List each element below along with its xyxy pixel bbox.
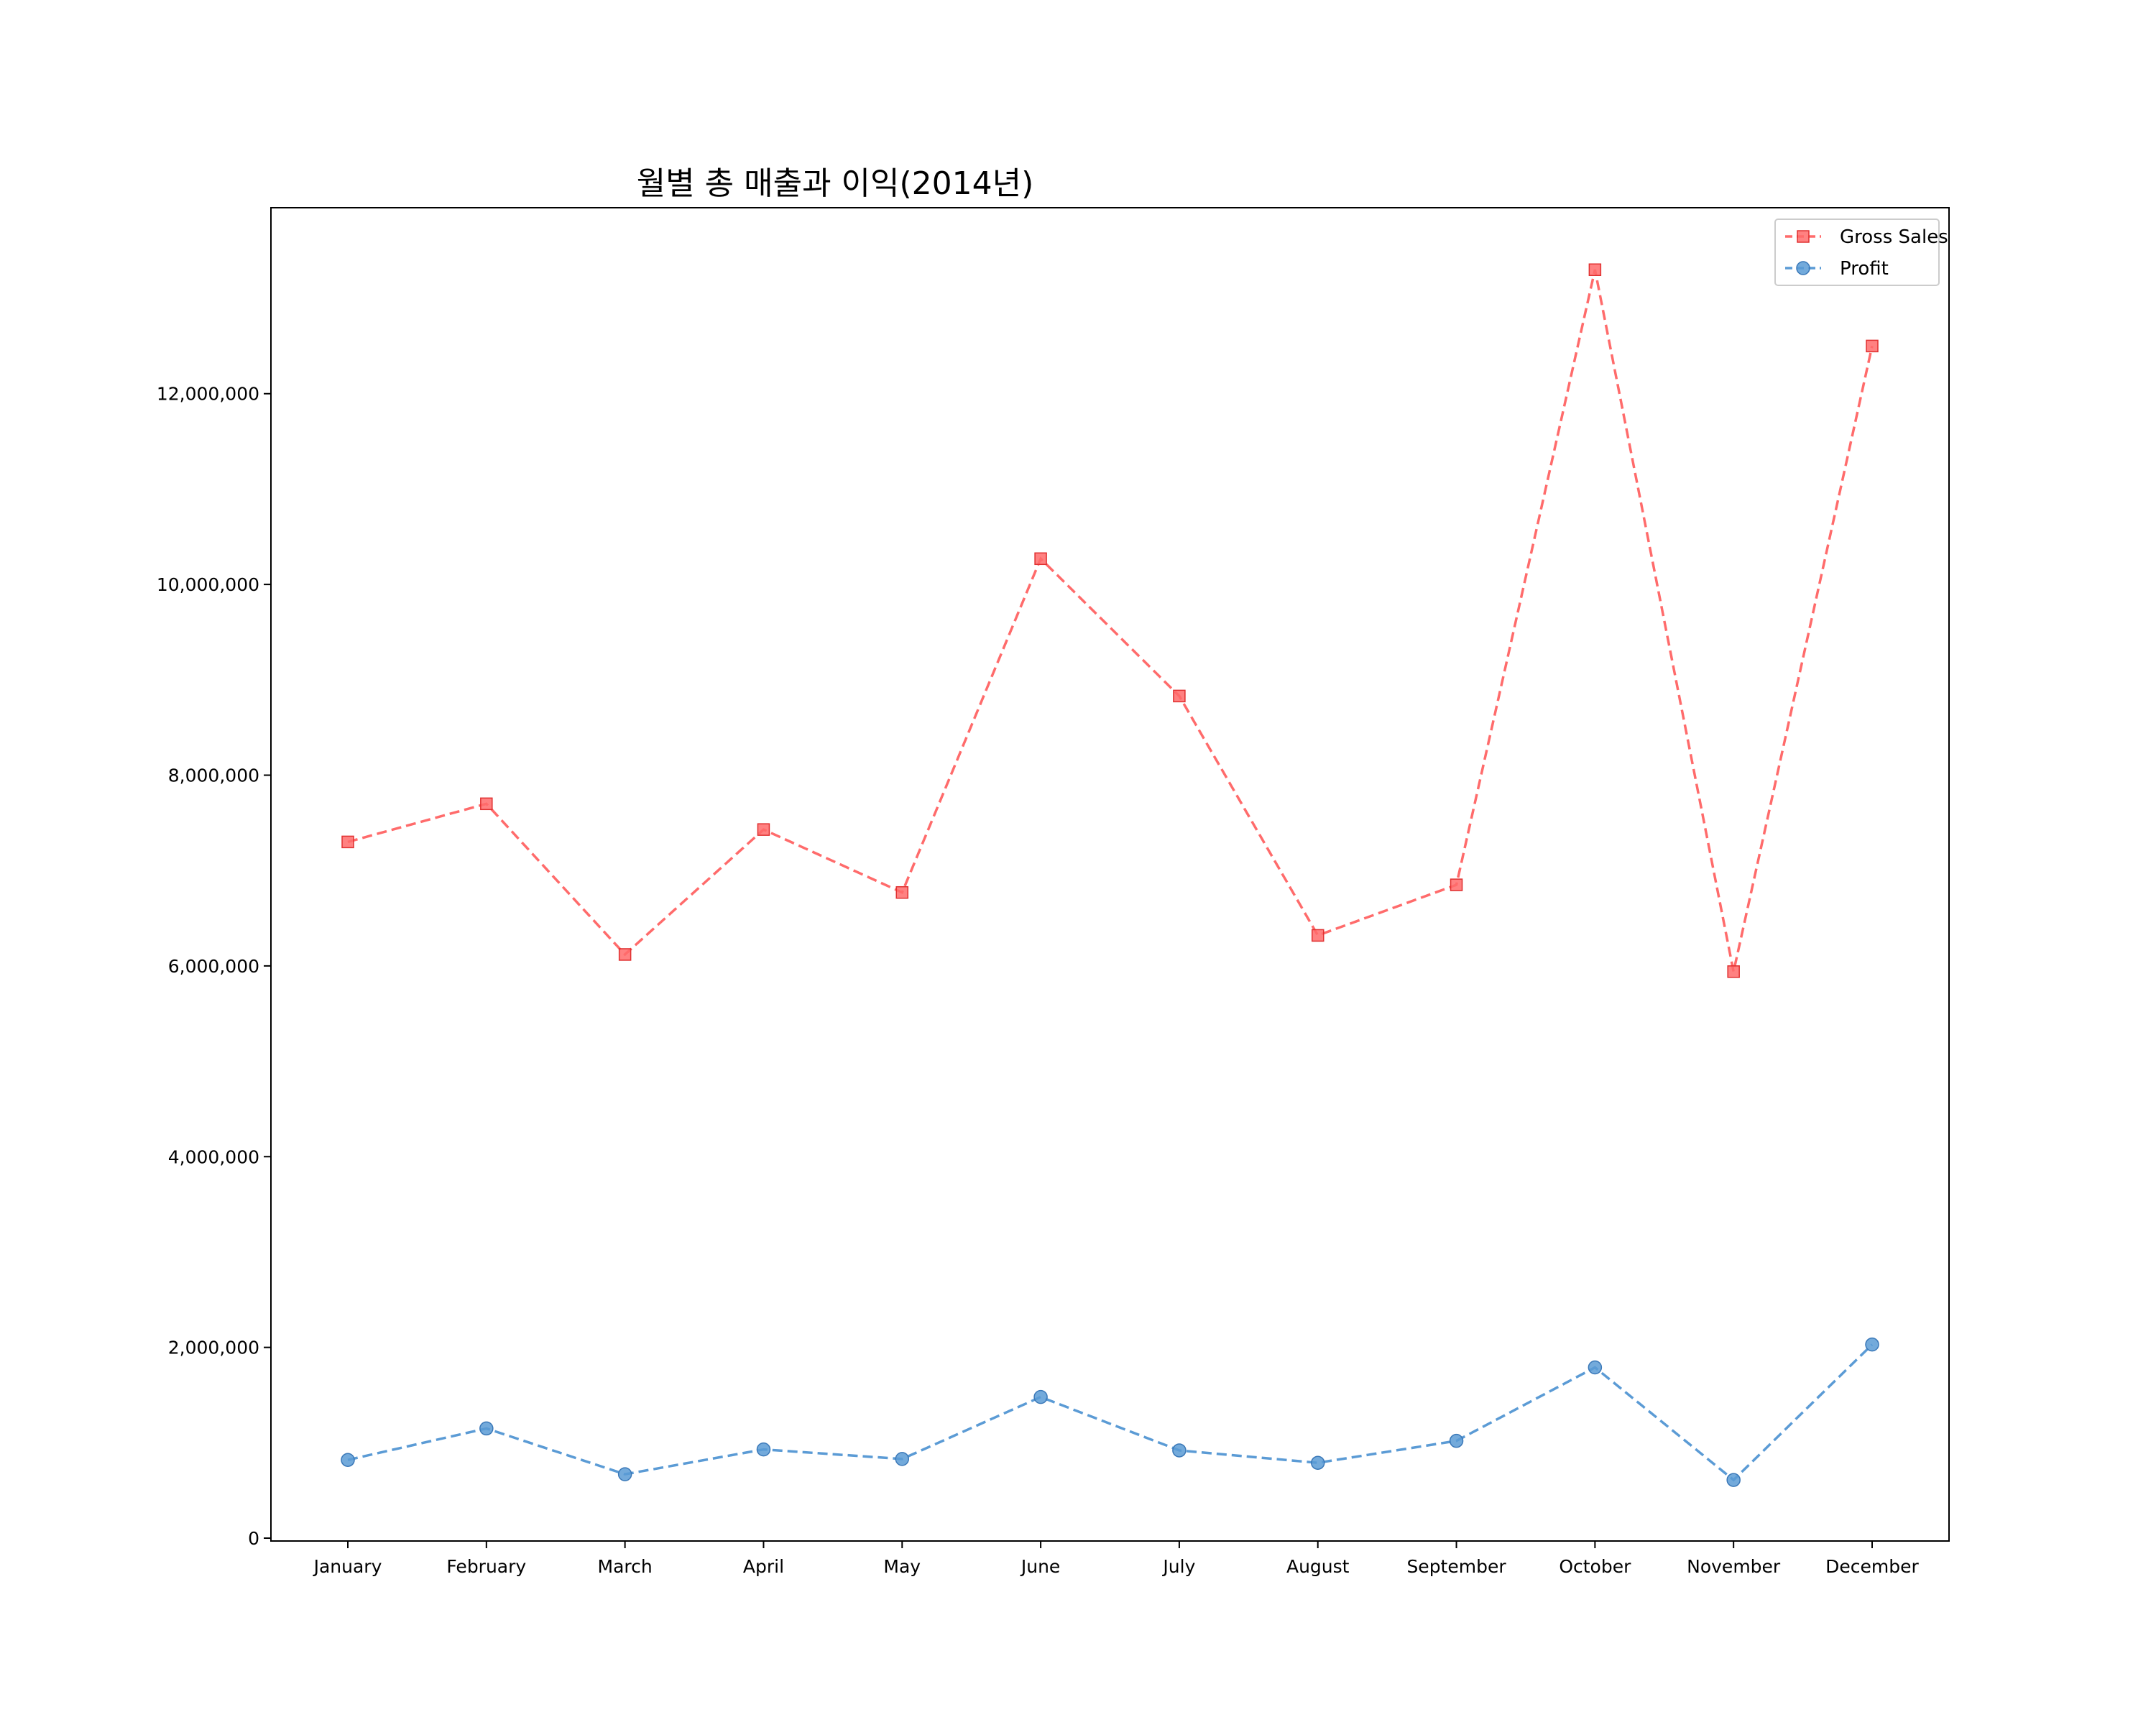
data-point: [1173, 689, 1186, 703]
y-tick-label: 4,000,000: [168, 1146, 259, 1167]
x-tick-label: June: [1020, 1556, 1060, 1577]
series-gross-sales: [341, 263, 1879, 978]
x-tick-label: February: [446, 1556, 526, 1577]
data-point: [1172, 1443, 1187, 1458]
legend-label: Profit: [1840, 258, 1889, 280]
data-point: [1450, 878, 1463, 891]
series-profit: [341, 1337, 1879, 1487]
data-point: [1866, 339, 1879, 353]
data-point: [480, 797, 493, 811]
plot-frame: [270, 207, 1950, 1542]
data-point: [895, 1452, 910, 1466]
legend-label: Gross Sales: [1840, 226, 1948, 248]
legend-item: Profit: [1785, 258, 1889, 280]
y-tick-label: 12,000,000: [157, 384, 259, 405]
y-tick-label: 10,000,000: [157, 574, 259, 595]
series-line: [347, 269, 1874, 972]
legend-marker: [1796, 261, 1810, 275]
x-tick-label: November: [1687, 1556, 1781, 1577]
data-point: [618, 948, 632, 961]
legend: Gross Sales Profit: [1774, 218, 1948, 286]
data-point: [756, 1442, 771, 1457]
data-point: [1311, 929, 1325, 942]
data-point: [1727, 965, 1740, 978]
y-axis: 0 2,000,000 4,000,000 6,000,000 8,000,000 10,…: [157, 384, 271, 1549]
legend-box: [1774, 218, 1940, 286]
legend-item: Gross Sales: [1785, 226, 1948, 248]
x-tick-label: January: [313, 1556, 382, 1577]
legend-marker: [1797, 230, 1810, 243]
x-tick-label: December: [1825, 1556, 1919, 1577]
data-point: [341, 1453, 355, 1467]
data-point: [617, 1467, 632, 1481]
y-tick-label: 8,000,000: [168, 765, 259, 786]
data-point: [1449, 1433, 1464, 1448]
data-point: [479, 1421, 494, 1436]
data-point: [341, 835, 354, 849]
y-tick-label: 6,000,000: [168, 956, 259, 977]
data-point: [1865, 1337, 1879, 1352]
x-axis: January February March April May June July Augu…: [313, 1541, 1920, 1577]
series-layer: [341, 263, 1879, 1487]
x-tick-label: March: [598, 1556, 653, 1577]
chart-title: 월별 총 매출과 이익(2014년): [637, 165, 1034, 202]
data-point: [1726, 1473, 1741, 1487]
y-tick-label: 0: [248, 1528, 259, 1549]
x-tick-label: August: [1286, 1556, 1350, 1577]
x-tick-label: April: [743, 1556, 784, 1577]
data-point: [1588, 1360, 1603, 1375]
y-tick-label: 2,000,000: [168, 1338, 259, 1358]
data-point: [1034, 552, 1047, 566]
x-tick-label: May: [883, 1556, 921, 1577]
data-point: [757, 823, 770, 836]
series-line: [347, 1343, 1874, 1482]
x-tick-label: July: [1161, 1556, 1195, 1577]
data-point: [895, 886, 909, 899]
x-tick-label: October: [1559, 1556, 1631, 1577]
x-tick-label: September: [1406, 1556, 1506, 1577]
data-point: [1310, 1455, 1325, 1470]
data-point: [1588, 263, 1602, 276]
data-point: [1033, 1389, 1048, 1404]
